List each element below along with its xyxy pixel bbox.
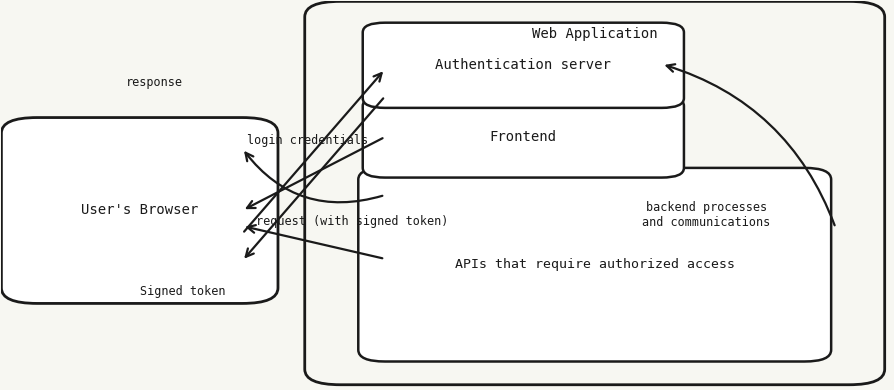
Text: response: response — [126, 76, 183, 89]
Text: Authentication server: Authentication server — [434, 58, 611, 72]
Text: request (with signed token): request (with signed token) — [256, 215, 448, 228]
Text: Web Application: Web Application — [531, 27, 657, 41]
FancyBboxPatch shape — [362, 96, 683, 177]
Text: User's Browser: User's Browser — [81, 204, 198, 218]
FancyBboxPatch shape — [2, 117, 278, 303]
Text: Signed token: Signed token — [139, 285, 225, 298]
FancyBboxPatch shape — [304, 2, 883, 385]
FancyArrowPatch shape — [247, 225, 382, 258]
FancyArrowPatch shape — [245, 153, 382, 202]
Text: login credentials: login credentials — [247, 134, 367, 147]
FancyBboxPatch shape — [362, 23, 683, 108]
FancyArrowPatch shape — [247, 138, 382, 208]
Text: Frontend: Frontend — [489, 130, 556, 144]
Text: APIs that require authorized access: APIs that require authorized access — [454, 258, 734, 271]
FancyBboxPatch shape — [358, 168, 831, 362]
FancyArrowPatch shape — [246, 98, 383, 257]
FancyArrowPatch shape — [666, 64, 834, 225]
FancyArrowPatch shape — [244, 73, 381, 232]
Text: backend processes
and communications: backend processes and communications — [641, 201, 770, 229]
